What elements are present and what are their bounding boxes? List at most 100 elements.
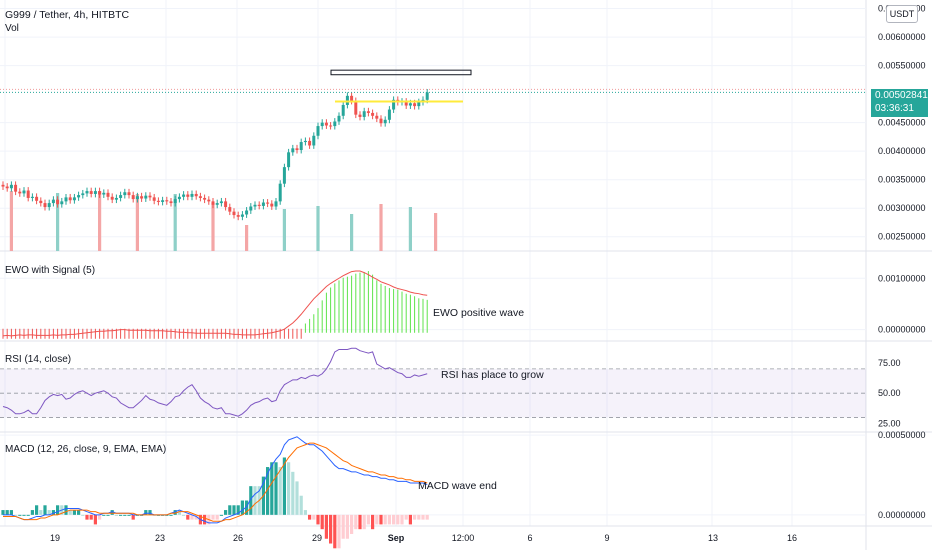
candle <box>341 104 345 116</box>
candle <box>278 183 282 202</box>
candle <box>47 203 51 208</box>
macd-histogram-bar <box>89 514 93 520</box>
macd-histogram-bar <box>383 514 387 525</box>
macd-histogram-bar <box>366 514 370 525</box>
macd-histogram-bar <box>203 514 207 525</box>
candle <box>324 122 328 126</box>
volume-bar <box>135 194 139 251</box>
macd-histogram-bar <box>169 514 173 516</box>
candle <box>425 92 429 100</box>
volume-bar <box>56 193 60 251</box>
candle <box>22 190 26 194</box>
candle <box>266 202 270 204</box>
macd-histogram-bar <box>14 514 18 516</box>
currency-badge[interactable]: USDT <box>886 5 918 23</box>
last-price-value: 0.00502841 <box>875 90 928 101</box>
macd-histogram-bar <box>1 510 5 515</box>
macd-line <box>3 436 428 524</box>
macd-histogram-bar <box>324 514 328 539</box>
candle <box>51 199 55 204</box>
symbol-title: G999 / Tether, 4h, HITBTC <box>5 9 130 21</box>
candle <box>392 99 396 110</box>
candle <box>60 201 64 205</box>
macd-histogram-bar <box>215 514 219 520</box>
macd-histogram-bar <box>270 462 274 515</box>
macd-histogram-bar <box>354 514 358 530</box>
macd-histogram-bar <box>400 514 404 525</box>
candle <box>1 184 5 187</box>
macd-histogram-bar <box>93 514 97 525</box>
candle <box>413 103 417 107</box>
last-price-tag: 0.00502841 03:36:31 <box>871 89 928 117</box>
time-tick-label: 16 <box>787 533 797 543</box>
resistance-box <box>330 69 472 76</box>
time-tick-label: 29 <box>312 533 322 543</box>
candle <box>362 111 366 117</box>
price-tick-label: 0.00250000 <box>878 232 926 242</box>
candle <box>287 152 291 168</box>
ewo-annotation: EWO positive wave <box>433 307 525 319</box>
candle <box>245 210 249 215</box>
candle <box>114 197 118 200</box>
rsi-pane-label: RSI (14, close) <box>5 354 72 365</box>
candle <box>215 203 219 205</box>
candle <box>329 125 333 127</box>
candle <box>156 200 160 202</box>
macd-histogram-bar <box>131 514 135 520</box>
macd-histogram-bar <box>345 514 349 539</box>
candle <box>169 201 173 204</box>
candle <box>270 203 274 207</box>
candle <box>257 204 261 206</box>
macd-histogram-bar <box>81 514 85 516</box>
macd-histogram-bar <box>329 514 333 544</box>
macd-histogram-bar <box>295 481 299 515</box>
candle <box>123 192 127 196</box>
candle <box>320 122 324 127</box>
candle <box>350 95 354 101</box>
macd-histogram-bar <box>333 514 337 549</box>
price-tick-label: 0.00600000 <box>878 32 926 42</box>
price-tick-label: 0.00450000 <box>878 118 926 128</box>
macd-histogram-bar <box>47 510 51 515</box>
candle <box>177 196 181 200</box>
macd-histogram-bar <box>245 500 249 515</box>
macd-histogram-bar <box>85 514 89 520</box>
macd-annotation: MACD wave end <box>418 480 497 492</box>
volume-bar <box>434 213 438 251</box>
candle <box>240 214 244 217</box>
macd-signal-line <box>3 442 428 522</box>
candle <box>102 192 106 195</box>
candle <box>43 203 47 208</box>
time-tick-label: 19 <box>50 533 60 543</box>
macd-histogram-bar <box>30 510 34 515</box>
candle <box>253 204 257 207</box>
macd-histogram-bar <box>5 510 9 515</box>
ewo-tick-label: 0.00000000 <box>878 325 926 335</box>
candle <box>249 206 253 211</box>
macd-histogram-bar <box>219 514 223 516</box>
price-tick-label: 0.00300000 <box>878 203 926 213</box>
candle <box>165 200 169 202</box>
macd-histogram-bar <box>177 510 181 515</box>
macd-histogram-bar <box>35 505 39 515</box>
macd-histogram-bar <box>316 514 320 525</box>
rsi-annotation: RSI has place to grow <box>441 369 544 381</box>
macd-histogram-bar <box>51 510 55 515</box>
macd-histogram-bar <box>396 514 400 525</box>
macd-histogram-bar <box>299 495 303 515</box>
candle <box>14 184 18 192</box>
macd-histogram-bar <box>144 510 148 515</box>
candle <box>232 211 236 216</box>
price-tick-label: 0.00400000 <box>878 146 926 156</box>
ewo-signal-line <box>2 270 428 337</box>
macd-histogram-bar <box>287 462 291 515</box>
macd-histogram-bar <box>404 514 408 520</box>
macd-histogram-bar <box>224 510 228 515</box>
candle <box>312 135 316 146</box>
candle <box>236 215 240 217</box>
candle <box>207 199 211 202</box>
volume-bar <box>211 203 215 251</box>
candle <box>333 121 337 127</box>
candle <box>68 197 72 201</box>
volume-label: Vol <box>5 23 19 34</box>
